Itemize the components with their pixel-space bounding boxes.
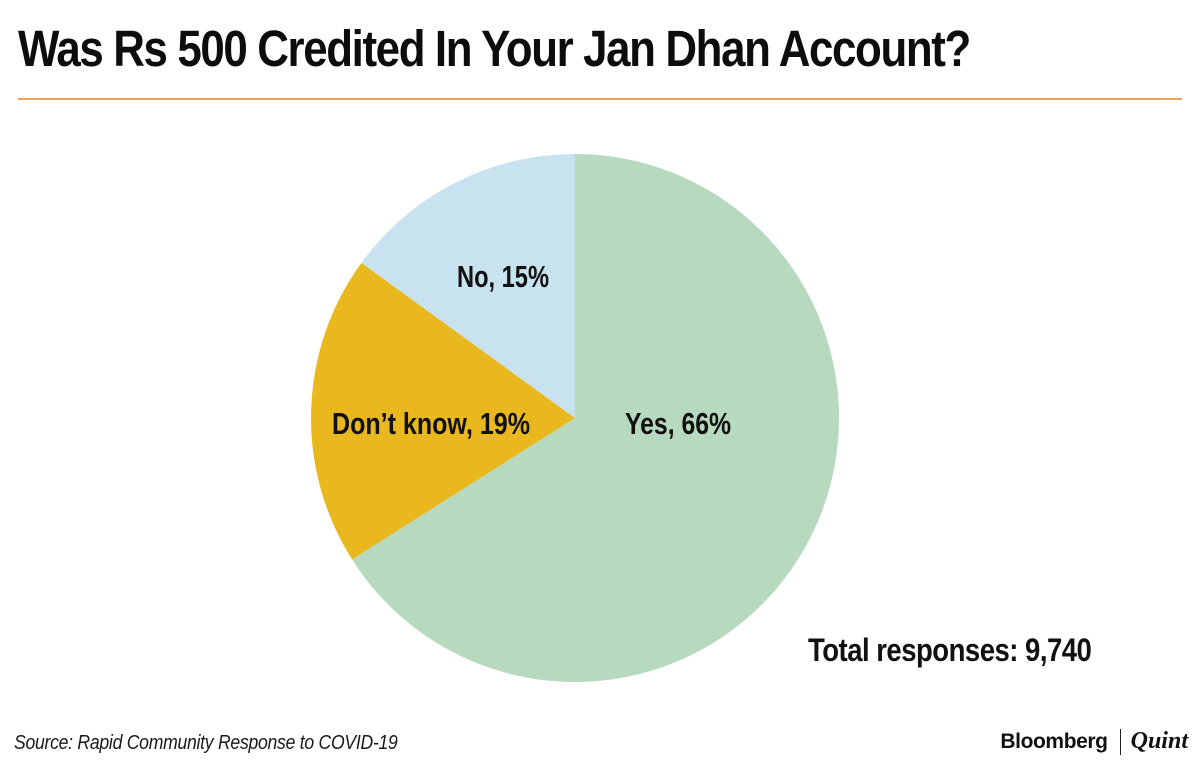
bloomberg-wordmark: Bloomberg — [1000, 729, 1108, 753]
brand-logo: Bloomberg Quint — [1000, 728, 1188, 755]
pie-slice-don-t-know — [310, 262, 575, 560]
pie-label-no: No, 15% — [457, 259, 549, 294]
pie-slice-no — [361, 154, 575, 418]
source-note: Source: Rapid Community Response to COVI… — [14, 732, 398, 754]
title-divider — [18, 98, 1182, 100]
total-responses-annotation: Total responses: 9,740 — [808, 632, 1092, 668]
chart-title: Was Rs 500 Credited In Your Jan Dhan Acc… — [18, 20, 971, 77]
pie-label-yes: Yes, 66% — [625, 406, 731, 441]
brand-divider — [1119, 728, 1121, 755]
pie-label-don-t-know: Don’t know, 19% — [332, 406, 530, 441]
pie-slice-yes — [352, 154, 840, 682]
quint-wordmark: Quint — [1130, 728, 1188, 754]
